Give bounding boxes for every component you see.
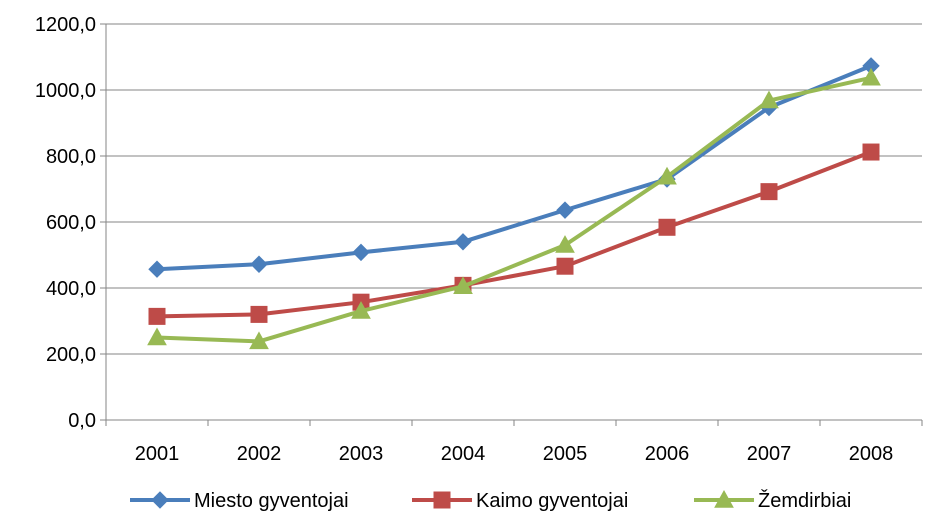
y-tick-label: 1200,0 <box>35 14 96 36</box>
data-point <box>759 90 779 109</box>
data-point <box>555 235 575 253</box>
legend-label-1: Miesto gyventojai <box>194 490 349 512</box>
data-point <box>352 243 370 262</box>
y-tick-label: 600,0 <box>46 212 96 234</box>
y-tick-label: 800,0 <box>46 146 96 168</box>
y-tick-label: 0,0 <box>68 410 96 432</box>
data-point <box>249 331 269 350</box>
legend-marker-3 <box>714 489 734 508</box>
data-point <box>454 233 472 251</box>
x-tick-label: 2003 <box>339 443 384 465</box>
data-point <box>148 307 166 325</box>
series-lines <box>147 57 881 350</box>
data-point <box>148 260 166 278</box>
data-point <box>861 67 881 86</box>
legend-marker-1 <box>151 491 169 509</box>
data-point <box>760 183 778 201</box>
x-tick-label: 2001 <box>135 443 180 465</box>
x-tick-label: 2005 <box>543 443 588 465</box>
data-point <box>862 143 880 161</box>
legend-label-2: Kaimo gyventojai <box>476 490 628 512</box>
data-point <box>657 166 677 185</box>
data-point <box>250 305 268 323</box>
axes: 0,0 200,0 400,0 600,0 800,0 1000,0 1200,0 2001 2… <box>35 14 923 465</box>
legend-marker-2 <box>433 491 451 509</box>
y-tick-label: 200,0 <box>46 344 96 366</box>
x-tick-label: 2008 <box>849 443 894 465</box>
y-tick-label: 1000,0 <box>35 80 96 102</box>
data-point <box>351 301 371 319</box>
series-line-1 <box>155 63 873 272</box>
data-point <box>556 201 574 219</box>
legend-label-3: Žemdirbiai <box>758 489 851 512</box>
x-tick-label: 2002 <box>237 443 282 465</box>
x-tick-label: 2006 <box>645 443 690 465</box>
series-line-2 <box>155 150 873 319</box>
legend: Miesto gyventojai Kaimo gyventojai Žemdirb… <box>130 489 851 512</box>
data-point <box>658 218 676 236</box>
data-point <box>556 257 574 275</box>
data-point <box>453 276 473 295</box>
y-tick-label: 400,0 <box>46 278 96 300</box>
gridlines <box>106 23 922 355</box>
data-point <box>147 327 167 346</box>
series-line-3 <box>155 75 873 344</box>
x-tick-label: 2007 <box>747 443 792 465</box>
x-tick-label: 2004 <box>441 443 486 465</box>
data-point <box>250 255 268 273</box>
